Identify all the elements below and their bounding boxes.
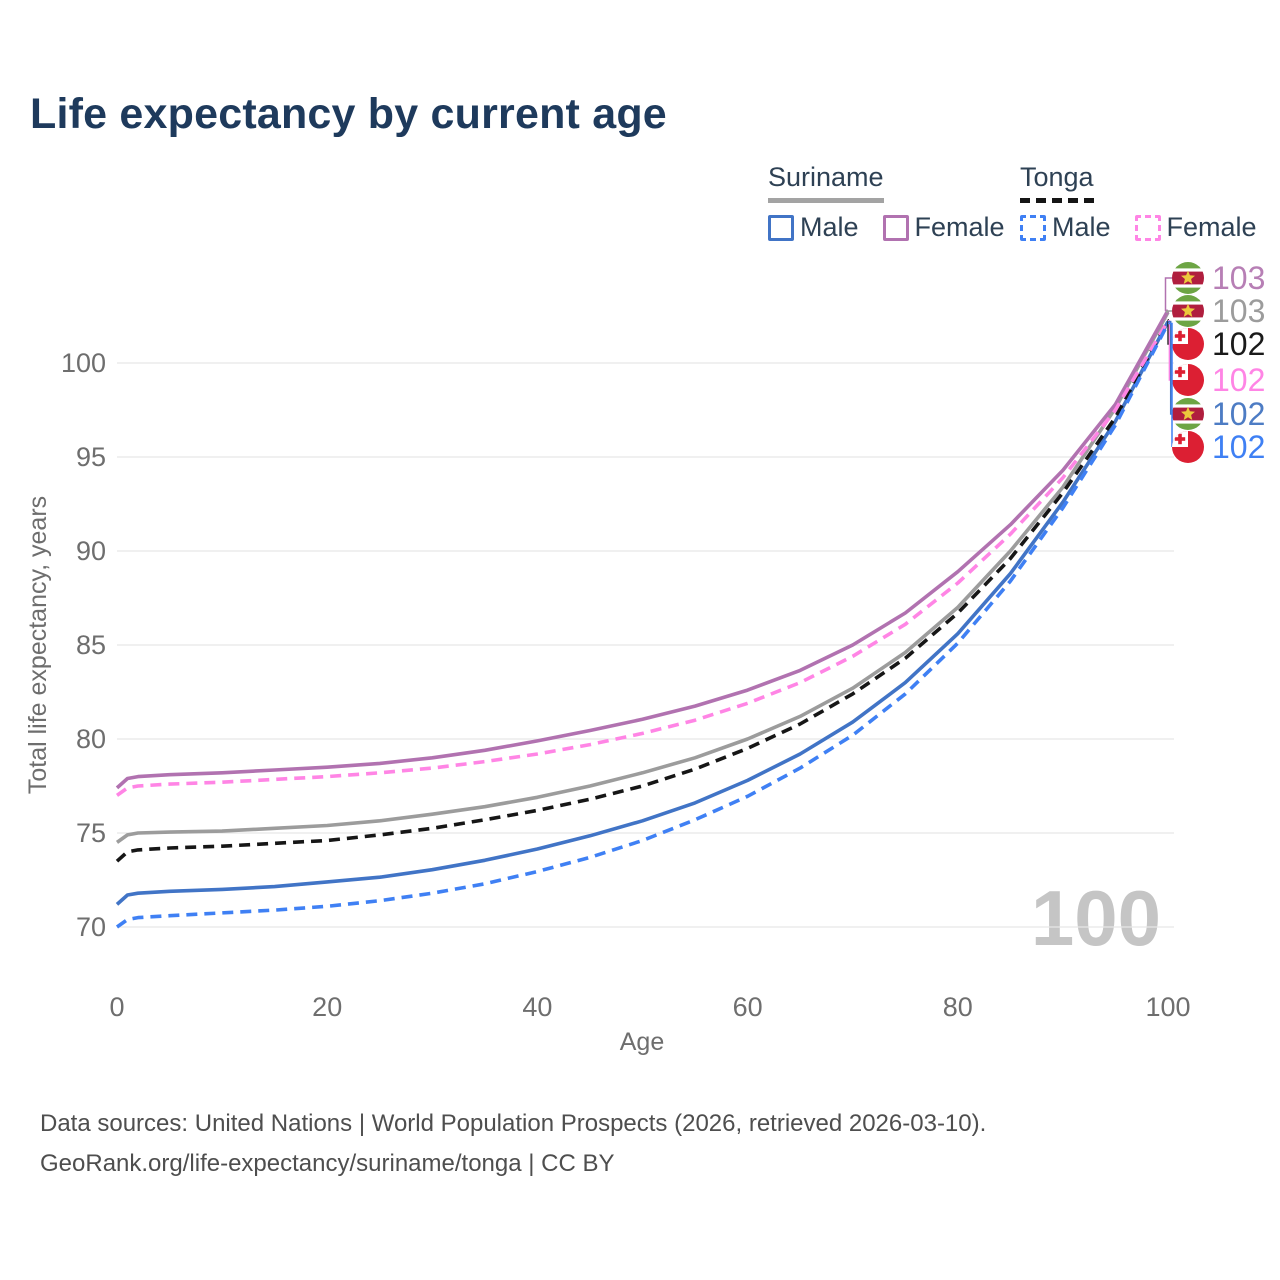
legend-checkbox-suriname-female[interactable]	[882, 214, 909, 241]
legend-label-suriname-female[interactable]: Female	[914, 212, 1005, 242]
y-tick-90: 90	[76, 536, 106, 566]
end-label-value-tonga-female: 102	[1212, 362, 1265, 398]
suriname-flag-icon	[1172, 295, 1204, 327]
series-line-suriname-female	[115, 309, 1170, 790]
series-line-suriname	[115, 311, 1170, 844]
legend-country-tonga[interactable]: Tonga	[1020, 162, 1094, 203]
end-label-value-suriname-female: 103	[1212, 260, 1265, 296]
series-line-tonga-female	[115, 319, 1170, 797]
x-tick-100: 100	[1145, 992, 1190, 1022]
legend-checkbox-suriname-male[interactable]	[768, 214, 794, 241]
end-label-leader-suriname	[1166, 310, 1172, 313]
chart-legend: Suriname Male Female Tonga Male Female	[0, 162, 1280, 242]
x-tick-40: 40	[522, 992, 552, 1022]
page-title: Life expectancy by current age	[30, 90, 667, 138]
y-axis-label: Total life expectancy, years	[24, 496, 52, 794]
x-tick-60: 60	[733, 992, 763, 1022]
end-label-value-tonga: 102	[1212, 326, 1265, 362]
legend-items-suriname: Male Female	[768, 212, 1029, 243]
y-tick-70: 70	[76, 912, 106, 942]
legend-group-tonga: Tonga Male Female	[1020, 162, 1280, 243]
y-tick-95: 95	[76, 442, 106, 472]
legend-checkbox-tonga-female[interactable]	[1134, 214, 1161, 241]
tonga-flag-icon	[1172, 364, 1204, 396]
end-label-value-tonga-male: 102	[1212, 429, 1265, 465]
y-tick-75: 75	[76, 818, 106, 848]
series-line-tonga-male	[115, 322, 1170, 929]
legend-checkbox-tonga-male[interactable]	[1020, 214, 1046, 241]
legend-country-suriname[interactable]: Suriname	[768, 162, 884, 203]
series-line-suriname-male	[115, 320, 1170, 906]
suriname-flag-icon	[1172, 262, 1204, 294]
end-label-leader-suriname-female	[1164, 277, 1172, 312]
end-label-leader-tonga-male	[1168, 322, 1173, 447]
chart-footer: Data sources: United Nations | World Pop…	[40, 1104, 986, 1184]
end-label-value-suriname: 103	[1212, 293, 1265, 329]
tonga-flag-icon	[1172, 328, 1204, 360]
series-line-tonga	[115, 318, 1170, 863]
y-tick-80: 80	[76, 724, 106, 754]
y-tick-85: 85	[76, 630, 106, 660]
watermark-age-100: 100	[1031, 874, 1161, 962]
end-label-value-suriname-male: 102	[1212, 396, 1265, 432]
suriname-flag-icon	[1172, 398, 1204, 430]
x-tick-80: 80	[943, 992, 973, 1022]
tonga-flag-icon	[1172, 431, 1204, 463]
x-tick-20: 20	[312, 992, 342, 1022]
legend-label-tonga-male[interactable]: Male	[1052, 212, 1111, 242]
legend-label-suriname-male[interactable]: Male	[800, 212, 859, 242]
legend-group-suriname: Suriname Male Female	[768, 162, 1029, 243]
y-tick-100: 100	[61, 348, 106, 378]
x-tick-0: 0	[109, 992, 124, 1022]
x-axis-label: Age	[620, 1028, 664, 1056]
footer-attribution-link: GeoRank.org/life-expectancy/suriname/ton…	[40, 1150, 615, 1177]
footer-data-sources: Data sources: United Nations | World Pop…	[40, 1110, 987, 1137]
legend-label-tonga-female[interactable]: Female	[1166, 212, 1257, 242]
legend-items-tonga: Male Female	[1020, 212, 1280, 243]
